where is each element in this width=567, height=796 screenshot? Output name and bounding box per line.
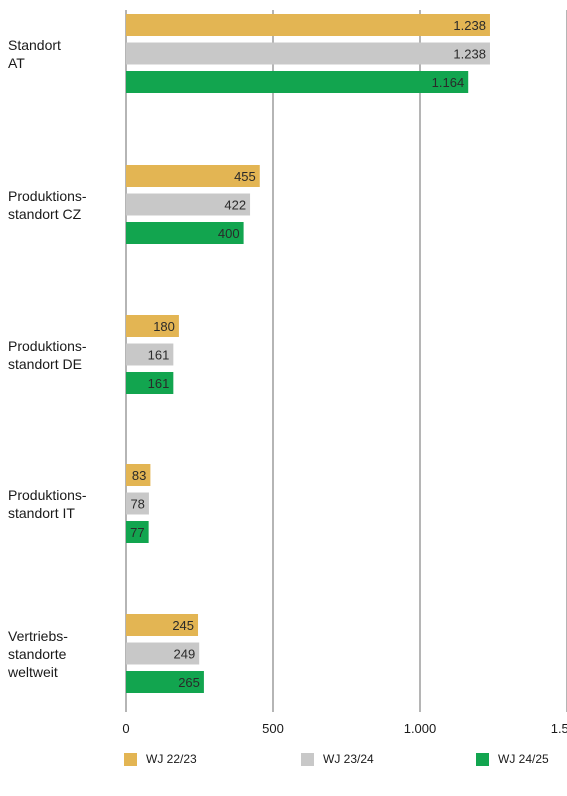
legend-label: WJ 23/24 xyxy=(323,752,374,766)
bar xyxy=(126,343,174,366)
bar-value-label: 1.238 xyxy=(453,18,486,33)
bar xyxy=(126,14,490,36)
bar xyxy=(126,193,251,216)
bar-value-label: 77 xyxy=(130,525,144,540)
category-label: Produktions- standort IT xyxy=(8,486,87,521)
bar-value-label: 400 xyxy=(218,226,240,241)
bar xyxy=(126,642,200,665)
x-tick-label: 500 xyxy=(262,721,284,736)
bar xyxy=(126,492,149,515)
bar-value-label: 1.164 xyxy=(432,75,465,90)
legend-item: WJ 24/25 xyxy=(476,752,549,766)
x-tick-label: 1.500 xyxy=(551,721,567,736)
bar xyxy=(126,671,204,693)
bar xyxy=(126,521,149,543)
bar xyxy=(126,42,490,65)
bar-value-label: 1.238 xyxy=(453,47,486,62)
x-tick-label: 0 xyxy=(122,721,129,736)
bar-value-label: 265 xyxy=(178,675,200,690)
bar-value-label: 245 xyxy=(172,618,194,633)
legend-item: WJ 23/24 xyxy=(301,752,374,766)
category-label: Standort AT xyxy=(8,36,61,71)
bar-value-label: 161 xyxy=(148,376,170,391)
bar xyxy=(126,372,174,394)
legend-swatch xyxy=(301,752,314,766)
bar xyxy=(126,614,199,636)
bar-value-label: 422 xyxy=(224,198,246,213)
legend-label: WJ 24/25 xyxy=(498,752,549,766)
bar xyxy=(126,165,260,187)
bar-value-label: 455 xyxy=(234,169,256,184)
legend-swatch xyxy=(476,752,489,766)
bar-value-label: 180 xyxy=(153,319,175,334)
bar xyxy=(126,222,244,244)
bar xyxy=(126,315,179,337)
legend: WJ 22/23 WJ 23/24 WJ 24/25 xyxy=(0,752,567,776)
category-label: Produktions- standort DE xyxy=(8,337,87,372)
x-tick-label: 1.000 xyxy=(404,721,437,736)
bar-value-label: 161 xyxy=(148,348,170,363)
bar-value-label: 249 xyxy=(174,647,196,662)
bar-value-label: 78 xyxy=(130,497,144,512)
bar xyxy=(126,464,151,486)
legend-swatch xyxy=(124,752,137,766)
legend-label: WJ 22/23 xyxy=(146,752,197,766)
category-label: Produktions- standort CZ xyxy=(8,187,87,222)
bar-value-label: 83 xyxy=(132,468,146,483)
bar xyxy=(126,71,469,93)
category-label: Vertriebs- standorte weltweit xyxy=(8,627,68,680)
legend-item: WJ 22/23 xyxy=(124,752,197,766)
